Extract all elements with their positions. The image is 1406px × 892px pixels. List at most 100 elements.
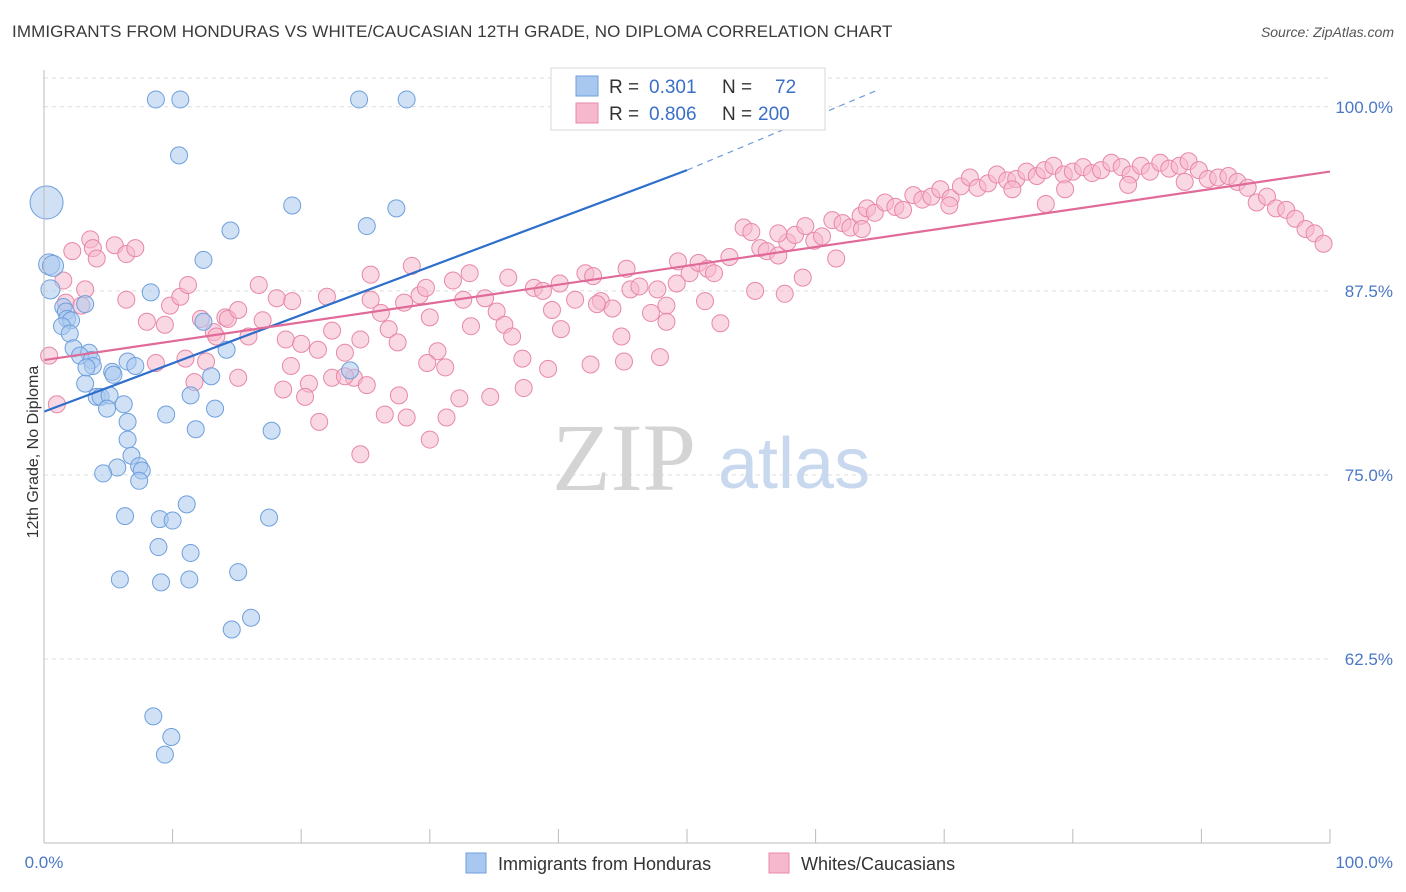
data-point-white-caucasian (292, 334, 311, 353)
data-point-honduras (202, 367, 221, 386)
data-point-white-caucasian (587, 295, 606, 314)
data-point-white-caucasian (711, 314, 730, 333)
data-point-white-caucasian (1036, 194, 1055, 213)
legend-blue-label: Immigrants from Honduras (498, 854, 711, 874)
stats-box: R = 0.301 N = 72 R = 0.806 N = 200 (550, 67, 826, 131)
data-point-white-caucasian (460, 264, 479, 283)
data-point-honduras (170, 146, 189, 165)
data-point-white-caucasian (657, 312, 676, 331)
stats-blue-r-label: R = (609, 77, 639, 98)
data-point-white-caucasian (650, 348, 669, 367)
data-point-white-caucasian (283, 292, 302, 311)
y-axis-title: 12th Grade, No Diploma (25, 366, 42, 539)
stats-blue-swatch (575, 75, 599, 97)
watermark-zip: ZIP (552, 404, 696, 511)
data-point-white-caucasian (179, 275, 198, 294)
trend-lines (43, 88, 1331, 413)
data-point-honduras (149, 538, 168, 557)
data-point-white-caucasian (581, 355, 600, 374)
data-point-honduras (341, 361, 360, 380)
data-point-white-caucasian (137, 312, 156, 331)
data-point-honduras (118, 430, 137, 449)
data-point-white-caucasian (940, 196, 959, 215)
data-point-white-caucasian (229, 368, 248, 387)
data-point-honduras (118, 412, 137, 431)
x-tick-label-max: 100.0% (1335, 853, 1393, 872)
data-point-honduras (76, 374, 95, 393)
data-point-honduras (260, 508, 279, 527)
trend-line-honduras (43, 169, 688, 413)
data-point-honduras (114, 395, 133, 414)
data-point-honduras (186, 420, 205, 439)
data-point-white-caucasian (428, 342, 447, 361)
data-point-white-caucasian (533, 281, 552, 300)
data-point-honduras (194, 312, 213, 331)
data-point-white-caucasian (796, 217, 815, 236)
axes: 62.5% 75.0% 87.5% 100.0% 0.0% 100.0% (25, 70, 1393, 872)
data-point-white-caucasian (323, 321, 342, 340)
data-point-white-caucasian (416, 278, 435, 297)
data-point-honduras (163, 511, 182, 530)
stats-pink-n-label: N = (722, 104, 752, 125)
data-point-white-caucasian (281, 356, 300, 375)
x-tick-label-min: 0.0% (25, 853, 64, 872)
data-point-white-caucasian (551, 320, 570, 339)
data-point-honduras (181, 543, 200, 562)
data-point-honduras (116, 507, 135, 526)
data-point-white-caucasian (769, 224, 788, 243)
data-point-white-caucasian (117, 290, 136, 309)
data-point-honduras (357, 217, 376, 236)
data-point-honduras (180, 570, 199, 589)
data-point-white-caucasian (351, 330, 370, 349)
data-point-white-caucasian (379, 320, 398, 339)
data-point-honduras (98, 399, 117, 418)
data-point-white-caucasian (813, 227, 832, 246)
data-point-honduras (283, 196, 302, 215)
data-point-white-caucasian (705, 264, 724, 283)
data-point-white-caucasian (87, 249, 106, 268)
data-point-white-caucasian (696, 292, 715, 311)
data-point-honduras (42, 254, 65, 277)
data-point-white-caucasian (657, 296, 676, 315)
data-point-white-caucasian (513, 349, 532, 368)
data-point-white-caucasian (274, 380, 293, 399)
data-point-honduras (76, 295, 95, 314)
data-point-white-caucasian (1175, 172, 1194, 191)
data-point-white-caucasian (566, 290, 585, 309)
data-point-white-caucasian (397, 408, 416, 427)
data-point-white-caucasian (648, 280, 667, 299)
legend: Immigrants from Honduras Whites/Caucasia… (465, 852, 955, 874)
data-point-white-caucasian (1003, 180, 1022, 199)
data-point-white-caucasian (481, 387, 500, 406)
blue-series (29, 88, 572, 764)
data-point-honduras (126, 356, 145, 375)
stats-blue-r-value: 0.301 (649, 77, 697, 98)
data-point-honduras (104, 365, 123, 384)
data-point-white-caucasian (827, 249, 846, 268)
watermark-atlas: atlas (718, 424, 870, 504)
trend-line-white-caucasian (43, 170, 1331, 362)
data-point-honduras (110, 570, 129, 589)
data-point-white-caucasian (249, 275, 268, 294)
y-tick-label: 62.5% (1345, 650, 1393, 669)
data-point-honduras (94, 464, 113, 483)
stats-pink-r-value: 0.806 (649, 104, 697, 125)
data-point-white-caucasian (420, 308, 439, 327)
data-point-honduras (262, 421, 281, 440)
stats-blue-n-label: N = (722, 77, 752, 98)
data-point-honduras (229, 563, 248, 582)
data-point-white-caucasian (667, 274, 686, 293)
data-point-honduras (350, 90, 369, 109)
data-point-honduras (40, 279, 61, 300)
data-point-honduras (397, 90, 416, 109)
y-tick-label: 75.0% (1345, 466, 1393, 485)
data-point-honduras (162, 727, 181, 746)
data-point-honduras (181, 386, 200, 405)
data-point-white-caucasian (335, 343, 354, 362)
data-point-white-caucasian (1314, 234, 1333, 253)
data-point-white-caucasian (40, 346, 59, 365)
data-point-white-caucasian (126, 239, 145, 258)
data-point-white-caucasian (894, 200, 913, 219)
data-point-white-caucasian (775, 284, 794, 303)
